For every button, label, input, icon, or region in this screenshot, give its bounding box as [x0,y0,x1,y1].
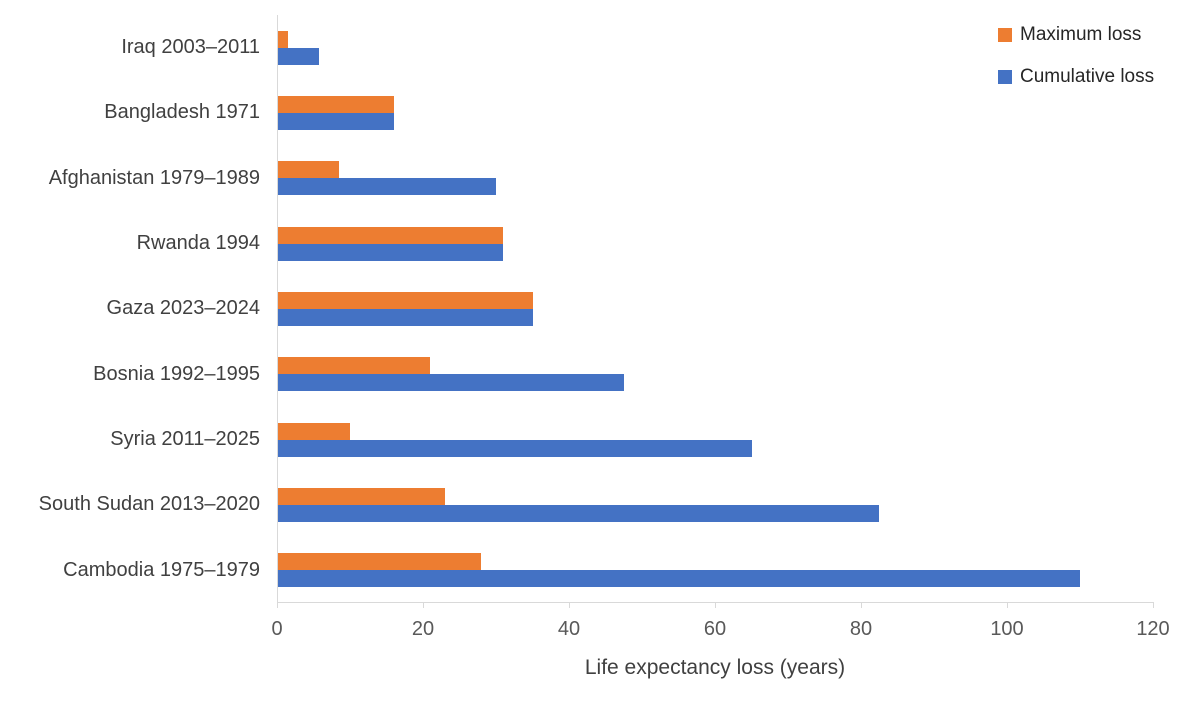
category-label: South Sudan 2013–2020 [38,493,260,516]
plot-area: Iraq 2003–2011 Bangladesh 1971 Afghanistan… [0,15,1153,603]
bar-group [277,146,1153,211]
chart-row: Syria 2011–2025 [0,407,1153,472]
bar-maximum-loss [277,161,340,179]
chart-row: Rwanda 1994 [0,211,1153,276]
bar-cumulative-loss [277,570,1080,588]
category-label: Bosnia 1992–1995 [93,362,260,385]
bar-group [277,538,1153,603]
legend-item: Maximum loss [998,24,1154,46]
x-tick-mark [1153,602,1154,608]
x-tick-label: 0 [271,618,283,640]
x-tick-mark [715,602,716,608]
legend: Maximum loss Cumulative loss [998,24,1154,88]
bar-cumulative-loss [277,439,752,457]
bar-group [277,276,1153,341]
x-tick-label: 20 [411,618,435,640]
bar-maximum-loss [277,291,533,309]
category-label: Gaza 2023–2024 [106,297,260,320]
bar-maximum-loss [277,553,482,571]
bar-cumulative-loss [277,308,533,326]
category-label: Rwanda 1994 [136,232,260,255]
bar-cumulative-loss [277,47,319,65]
bar-group [277,472,1153,537]
chart-row: Bangladesh 1971 [0,80,1153,145]
x-tick-label: 80 [849,618,873,640]
bar-group [277,80,1153,145]
chart-row: Gaza 2023–2024 [0,276,1153,341]
category-label: Syria 2011–2025 [110,428,260,451]
bar-group [277,407,1153,472]
legend-label: Maximum loss [1020,24,1142,45]
chart-row: Afghanistan 1979–1989 [0,146,1153,211]
chart-row: Bosnia 1992–1995 [0,342,1153,407]
bar-group [277,342,1153,407]
bar-cumulative-loss [277,243,504,261]
bar-maximum-loss [277,422,350,440]
category-label: Afghanistan 1979–1989 [48,166,260,189]
category-label: Cambodia 1975–1979 [63,558,260,581]
bar-maximum-loss [277,357,431,375]
bar-cumulative-loss [277,374,624,392]
bar-maximum-loss [277,30,288,48]
x-tick-mark [1007,602,1008,608]
y-axis-line [277,15,278,603]
x-tick-label: 40 [557,618,581,640]
x-tick-label: 60 [703,618,727,640]
x-tick-mark [568,602,570,608]
legend-swatch-icon [998,28,1012,42]
bar-group [277,211,1153,276]
legend-swatch-icon [998,70,1012,84]
bar-group [277,15,1153,80]
bar-maximum-loss [277,226,504,244]
category-label: Bangladesh 1971 [104,101,260,124]
x-tick-mark [860,602,862,608]
legend-label: Cumulative loss [1020,66,1155,87]
x-tick-mark [277,602,278,608]
bar-maximum-loss [277,95,394,113]
chart-row: Iraq 2003–2011 [0,15,1153,80]
chart-row: South Sudan 2013–2020 [0,472,1153,537]
x-tick-label: 120 [1136,618,1170,640]
bar-cumulative-loss [277,178,496,196]
x-axis-title: Life expectancy loss (years) [584,656,846,679]
bar-cumulative-loss [277,504,880,522]
legend-item: Cumulative loss [998,66,1154,88]
bar-cumulative-loss [277,112,394,130]
x-tick-label: 100 [990,618,1024,640]
category-label: Iraq 2003–2011 [121,36,260,59]
bar-maximum-loss [277,487,445,505]
x-tick-mark [422,602,424,608]
chart-row: Cambodia 1975–1979 [0,538,1153,603]
